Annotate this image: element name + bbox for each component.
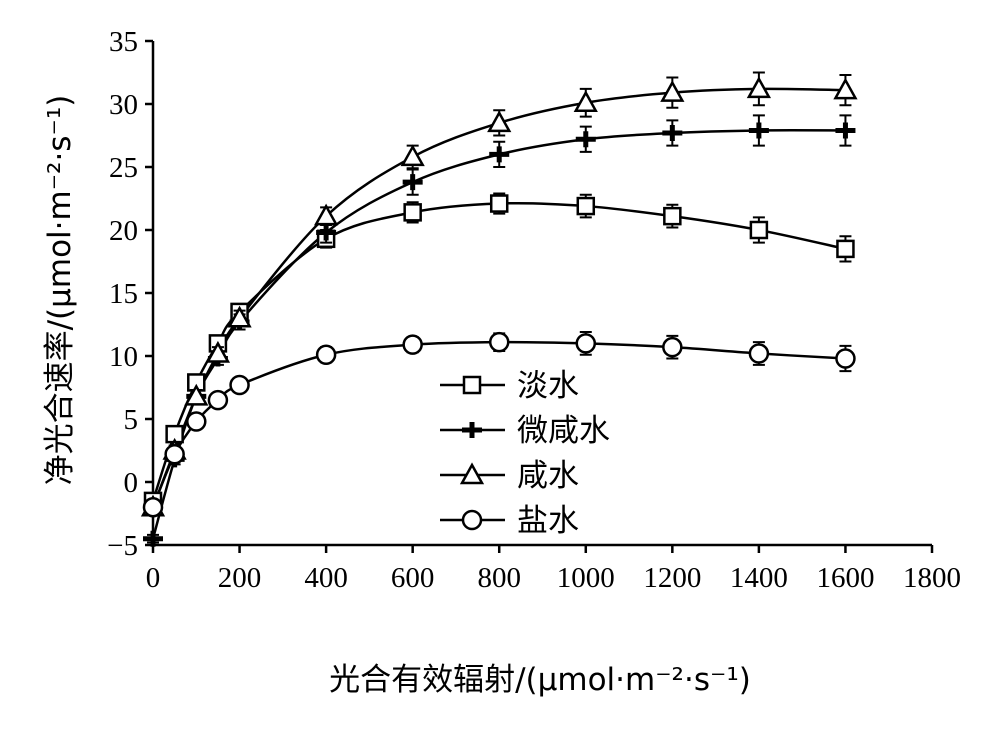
data-point-triangle: [660, 80, 685, 102]
y-tick-label: −5: [107, 530, 138, 562]
x-axis-label: 光合有效辐射/(μmol·m⁻²·s⁻¹): [329, 662, 751, 698]
data-point-plus: [489, 146, 510, 163]
x-tick-label: 1800: [903, 562, 961, 594]
data-point-circle: [748, 343, 770, 364]
data-point-triangle: [400, 144, 425, 167]
data-point-circle: [186, 411, 207, 432]
x-tick-label: 200: [218, 562, 262, 594]
y-tick-label: 5: [124, 404, 139, 436]
series-line-circle: [151, 340, 846, 508]
x-tick-label: 0: [146, 562, 161, 594]
y-tick-label: 0: [124, 467, 139, 499]
data-point-square: [663, 206, 682, 226]
data-point-triangle: [746, 76, 772, 99]
data-point-square: [489, 194, 509, 213]
data-point-circle: [575, 333, 597, 354]
data-point-plus: [402, 174, 423, 191]
y-tick-label: 35: [109, 26, 138, 58]
legend-marker-triangle: [459, 462, 485, 485]
y-tick-label: 20: [109, 215, 138, 247]
data-point-triangle: [487, 110, 512, 133]
data-point-square: [836, 239, 855, 259]
legend-marker-square: [462, 375, 482, 395]
data-point-circle: [207, 389, 229, 411]
data-point-plus: [835, 122, 856, 139]
y-tick-label: 30: [109, 89, 138, 121]
x-tick-label: 800: [477, 562, 521, 594]
data-point-square: [576, 196, 596, 216]
legend-label: 微咸水: [517, 413, 610, 449]
x-tick-label: 1600: [816, 562, 874, 594]
data-point-circle: [835, 348, 856, 369]
legend-label: 盐水: [517, 503, 579, 539]
data-point-square: [403, 203, 422, 222]
data-point-triangle: [205, 340, 231, 363]
y-tick-label: 15: [109, 278, 138, 310]
data-point-circle: [402, 334, 423, 355]
data-point-plus: [316, 224, 337, 241]
data-point-plus: [748, 122, 769, 139]
data-point-plus: [662, 124, 683, 141]
data-point-triangle: [833, 77, 858, 100]
data-point-triangle: [313, 203, 339, 226]
data-point-plus: [143, 530, 163, 547]
data-point-triangle: [227, 305, 252, 328]
y-tick-label: 10: [109, 341, 138, 373]
data-point-circle: [315, 344, 337, 365]
data-point-circle: [164, 444, 185, 465]
x-tick-label: 400: [304, 562, 348, 594]
x-tick-label: 1200: [643, 562, 701, 594]
data-point-square: [749, 220, 769, 240]
legend-marker-circle: [461, 509, 483, 531]
data-point-circle: [488, 331, 510, 353]
x-tick-label: 1000: [557, 562, 615, 594]
legend-marker-plus: [462, 422, 482, 438]
legend-label: 咸水: [517, 458, 579, 494]
legend-label: 淡水: [517, 368, 579, 404]
data-point-circle: [662, 336, 683, 358]
data-point-plus: [575, 131, 596, 148]
x-tick-label: 1400: [730, 562, 788, 594]
data-point-triangle: [184, 383, 209, 406]
data-point-triangle: [573, 90, 598, 112]
data-point-circle: [229, 374, 250, 396]
x-tick-label: 600: [391, 562, 435, 594]
y-tick-label: 25: [109, 152, 138, 184]
y-axis-label: 净光合速率/(μmol·m⁻²·s⁻¹): [42, 95, 78, 486]
data-point-circle: [142, 496, 164, 518]
